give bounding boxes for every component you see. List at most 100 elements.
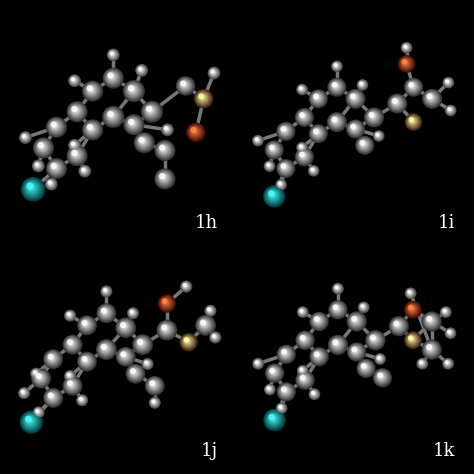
Circle shape bbox=[35, 372, 36, 374]
Circle shape bbox=[67, 373, 72, 378]
Circle shape bbox=[182, 336, 195, 348]
Circle shape bbox=[191, 127, 200, 136]
Circle shape bbox=[282, 349, 289, 357]
Circle shape bbox=[127, 118, 140, 130]
Circle shape bbox=[281, 349, 290, 358]
Circle shape bbox=[46, 180, 55, 188]
Circle shape bbox=[329, 301, 347, 319]
Circle shape bbox=[33, 160, 44, 172]
Circle shape bbox=[310, 390, 318, 398]
Circle shape bbox=[68, 374, 70, 376]
Circle shape bbox=[408, 290, 413, 295]
Circle shape bbox=[297, 332, 313, 348]
Circle shape bbox=[108, 73, 113, 78]
Circle shape bbox=[301, 310, 304, 313]
Circle shape bbox=[73, 108, 78, 113]
Circle shape bbox=[211, 70, 216, 75]
Circle shape bbox=[411, 119, 413, 122]
Circle shape bbox=[103, 288, 109, 294]
Circle shape bbox=[419, 361, 424, 365]
Circle shape bbox=[447, 330, 453, 336]
Circle shape bbox=[444, 78, 453, 87]
Circle shape bbox=[151, 382, 155, 387]
Circle shape bbox=[86, 123, 98, 135]
Circle shape bbox=[68, 382, 74, 388]
Circle shape bbox=[80, 398, 83, 401]
Circle shape bbox=[425, 91, 438, 105]
Circle shape bbox=[407, 80, 419, 93]
Circle shape bbox=[312, 349, 325, 363]
Circle shape bbox=[350, 315, 362, 327]
Circle shape bbox=[418, 359, 427, 368]
Circle shape bbox=[64, 378, 80, 393]
Circle shape bbox=[369, 334, 380, 345]
Circle shape bbox=[146, 376, 164, 395]
Circle shape bbox=[296, 371, 314, 389]
Circle shape bbox=[311, 313, 327, 329]
Circle shape bbox=[162, 299, 170, 307]
Circle shape bbox=[309, 166, 318, 175]
Circle shape bbox=[279, 385, 292, 398]
Circle shape bbox=[139, 341, 144, 346]
Circle shape bbox=[332, 304, 342, 314]
Circle shape bbox=[47, 392, 57, 401]
Circle shape bbox=[78, 352, 96, 371]
Circle shape bbox=[195, 91, 212, 107]
Circle shape bbox=[351, 316, 360, 325]
Circle shape bbox=[65, 378, 79, 392]
Circle shape bbox=[140, 69, 141, 70]
Circle shape bbox=[267, 387, 272, 391]
Circle shape bbox=[208, 67, 219, 79]
Circle shape bbox=[366, 331, 385, 350]
Circle shape bbox=[196, 91, 211, 106]
Circle shape bbox=[299, 374, 310, 384]
Circle shape bbox=[314, 94, 318, 99]
Circle shape bbox=[311, 391, 317, 396]
Circle shape bbox=[406, 334, 419, 346]
Circle shape bbox=[66, 372, 73, 379]
Circle shape bbox=[361, 142, 365, 146]
Circle shape bbox=[301, 369, 302, 370]
Circle shape bbox=[88, 86, 94, 93]
Circle shape bbox=[298, 366, 307, 375]
Circle shape bbox=[36, 374, 44, 381]
Circle shape bbox=[102, 287, 110, 295]
Circle shape bbox=[51, 395, 52, 397]
Circle shape bbox=[441, 307, 450, 317]
Circle shape bbox=[20, 389, 28, 397]
Circle shape bbox=[23, 135, 27, 139]
Circle shape bbox=[126, 365, 145, 383]
Circle shape bbox=[157, 171, 172, 186]
Circle shape bbox=[329, 301, 346, 318]
Circle shape bbox=[409, 306, 415, 311]
Circle shape bbox=[314, 95, 320, 100]
Circle shape bbox=[310, 391, 318, 397]
Circle shape bbox=[280, 407, 281, 408]
Circle shape bbox=[138, 67, 143, 72]
Circle shape bbox=[176, 77, 195, 95]
Circle shape bbox=[330, 81, 342, 92]
Circle shape bbox=[210, 69, 218, 76]
Circle shape bbox=[378, 357, 381, 359]
Circle shape bbox=[331, 338, 344, 351]
Circle shape bbox=[400, 57, 412, 70]
Circle shape bbox=[395, 322, 400, 327]
Circle shape bbox=[267, 164, 271, 167]
Circle shape bbox=[178, 78, 193, 93]
Circle shape bbox=[310, 389, 319, 399]
Circle shape bbox=[201, 320, 205, 325]
Circle shape bbox=[331, 82, 341, 91]
Circle shape bbox=[26, 182, 39, 195]
Circle shape bbox=[83, 358, 88, 363]
Circle shape bbox=[109, 113, 114, 118]
Circle shape bbox=[312, 392, 315, 395]
Circle shape bbox=[71, 77, 77, 83]
Circle shape bbox=[121, 323, 128, 329]
Circle shape bbox=[408, 116, 419, 127]
Circle shape bbox=[37, 410, 38, 412]
Circle shape bbox=[107, 72, 117, 82]
Circle shape bbox=[144, 361, 150, 366]
Circle shape bbox=[298, 150, 310, 162]
Circle shape bbox=[279, 124, 292, 137]
Circle shape bbox=[360, 141, 367, 148]
